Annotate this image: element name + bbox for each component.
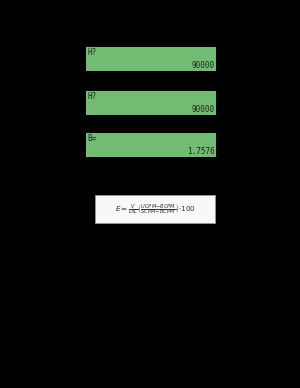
FancyBboxPatch shape [86,133,216,157]
Text: H?: H? [87,92,96,101]
FancyBboxPatch shape [86,91,216,115]
Text: 90000: 90000 [192,105,215,114]
Text: $E{=}\frac{V}{DIL}\left(\frac{UCPM{-}BCPM}{SCPM{-}BCPM}\right){\cdot}100$: $E{=}\frac{V}{DIL}\left(\frac{UCPM{-}BCP… [115,202,195,216]
FancyBboxPatch shape [86,47,216,71]
Text: H?: H? [87,48,96,57]
Text: 1.7576: 1.7576 [187,147,215,156]
FancyBboxPatch shape [95,195,215,223]
Text: B=: B= [87,134,96,143]
Text: 90000: 90000 [192,61,215,70]
